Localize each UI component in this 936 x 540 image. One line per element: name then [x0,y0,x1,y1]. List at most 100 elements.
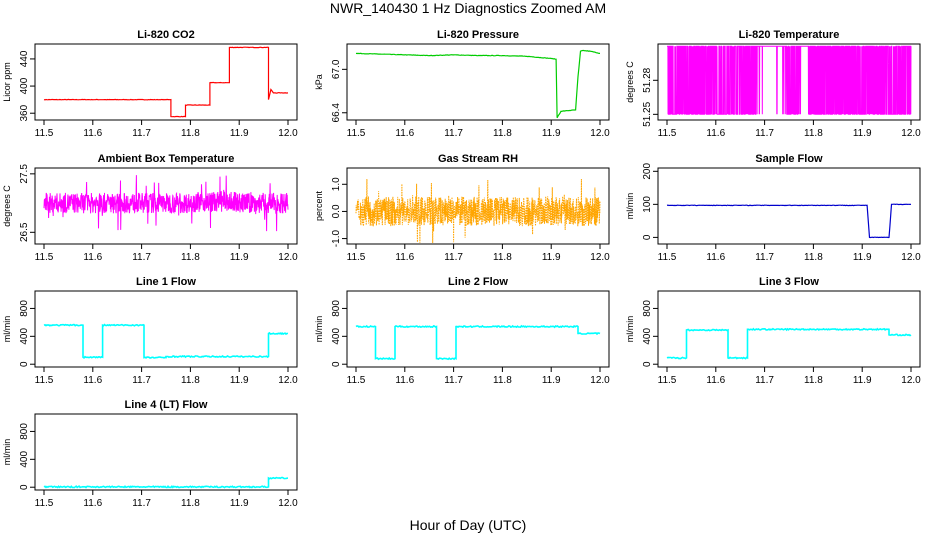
panel-8-ylabel: ml/min [314,316,324,343]
panel-3-series-line [667,45,912,115]
panel-7-xtick-label: 11.5 [35,375,54,386]
panel-8-title: Line 2 Flow [448,276,508,288]
panel-1-ytick-label: 360 [19,104,30,121]
panel-10-ytick-label: 400 [19,451,30,468]
panel-9-ytick-label: 0 [642,361,653,367]
panel-6-title: Sample Flow [755,153,823,165]
panel-4-xtick-label: 11.6 [83,252,102,263]
panel-3-ytick-label: 51.25 [642,101,653,126]
panel-5-ytick-label: -1.0 [331,230,342,248]
panel-2-xtick-label: 11.8 [493,128,512,139]
panel-4-ytick-label: 26.5 [19,222,30,242]
panel-4-title: Ambient Box Temperature [98,153,235,165]
panel-5-frame [346,167,610,245]
panel-1-title: Li-820 CO2 [137,29,194,41]
panel-2-title: Li-820 Pressure [437,29,519,41]
panel-8-series-line [355,324,601,361]
panel-9-frame [657,290,921,368]
panel-4-ytick-label: 27.5 [19,164,30,184]
panel-6-xtick-label: 11.5 [658,252,677,263]
panel-7-xtick-label: 11.8 [181,375,200,386]
panel-9-xtick-label: 11.6 [706,375,725,386]
panel-1-xtick-label: 11.8 [181,128,200,139]
panel-3-title: Li-820 Temperature [739,29,840,41]
panel-8-xtick-label: 11.8 [493,375,512,386]
panel-7-ytick-label: 800 [19,300,30,317]
panel-6-xtick-label: 11.8 [804,252,823,263]
panel-10-ytick-label: 800 [19,423,30,440]
panel-8-xtick-label: 11.9 [542,375,561,386]
panel-10-xtick-label: 11.6 [83,498,102,509]
panel-7-ytick-label: 0 [19,361,30,367]
panel-2-xtick-label: 11.6 [395,128,414,139]
panel-1-xtick-label: 11.7 [132,128,151,139]
panel-2-ytick-label: 66.4 [331,103,342,123]
figure-title: NWR_140430 1 Hz Diagnostics Zoomed AM [329,0,607,16]
panel-9-ytick-label: 800 [642,300,653,317]
panel-5-xtick-label: 11.8 [493,252,512,263]
panel-10-series-line [43,476,289,489]
panel-1-xtick-label: 11.9 [230,128,249,139]
panel-1-ylabel: Licor ppm [2,62,12,102]
panel-9-xtick-label: 11.9 [853,375,872,386]
panel-1-series-line [43,46,289,118]
panel-2-ytick-label: 67.0 [331,59,342,79]
panel-5-xtick-label: 11.6 [395,252,414,263]
panel-4-xtick-label: 11.8 [181,252,200,263]
panel-10-xtick-label: 11.5 [35,498,54,509]
panel-7-xtick-label: 11.7 [132,375,151,386]
panel-7-xtick-label: 12.0 [278,375,298,386]
panel-10-xtick-label: 11.9 [230,498,249,509]
panel-3-frame [657,43,921,121]
panel-2-xtick-label: 12.0 [590,128,610,139]
panel-8-xtick-label: 11.5 [347,375,366,386]
panel-1-xtick-label: 11.5 [35,128,54,139]
panel-9-series-line [666,327,912,360]
panel-3-xtick-label: 11.9 [853,128,872,139]
panel-2-xtick-label: 11.7 [444,128,463,139]
panel-8-xtick-label: 12.0 [590,375,610,386]
panel-7-xtick-label: 11.6 [83,375,102,386]
panel-1-xtick-label: 12.0 [278,128,298,139]
panel-5-title: Gas Stream RH [438,153,518,165]
panel-8-ytick-label: 800 [331,300,342,317]
panel-7-ylabel: ml/min [2,316,12,343]
panel-1-xtick-label: 11.6 [83,128,102,139]
panel-3-xtick-label: 11.5 [658,128,677,139]
panel-4-xtick-label: 11.5 [35,252,54,263]
panel-1-ytick-label: 400 [19,77,30,94]
panel-3-xtick-label: 11.8 [804,128,823,139]
panel-4-xtick-label: 11.7 [132,252,151,263]
panel-8-ytick-label: 0 [331,361,342,367]
panel-4-frame [34,167,298,245]
panel-5-ytick-label: 0.0 [331,204,342,218]
panel-10-xtick-label: 12.0 [278,498,298,509]
panel-7-series-line [43,323,289,359]
panel-10-xtick-label: 11.7 [132,498,151,509]
panel-5-ytick-label: 1.0 [331,177,342,191]
x-axis-label: Hour of Day (UTC) [409,517,527,533]
panel-9-title: Line 3 Flow [759,276,819,288]
panel-4-ylabel: degrees C [2,185,12,227]
panel-6-series-line [666,203,912,239]
panel-7-xtick-label: 11.9 [230,375,249,386]
panel-9-ytick-label: 400 [642,328,653,345]
panel-9-xtick-label: 11.7 [755,375,774,386]
panel-2-ylabel: kPa [314,74,324,90]
panel-5-xtick-label: 11.5 [347,252,366,263]
panel-4-xtick-label: 11.9 [230,252,249,263]
panel-7-ytick-label: 400 [19,328,30,345]
panel-1-ytick-label: 440 [19,50,30,67]
panel-3-xtick-label: 11.7 [755,128,774,139]
panel-3-xtick-label: 11.6 [706,128,725,139]
panel-7-title: Line 1 Flow [136,276,196,288]
panel-5-xtick-label: 12.0 [590,252,610,263]
panel-1-frame [34,43,298,121]
panel-6-ytick-label: 200 [642,163,653,180]
panel-5-xtick-label: 11.9 [542,252,561,263]
panel-10-ylabel: ml/min [2,439,12,466]
panel-2-frame [346,43,610,121]
panel-9-xtick-label: 12.0 [901,375,921,386]
